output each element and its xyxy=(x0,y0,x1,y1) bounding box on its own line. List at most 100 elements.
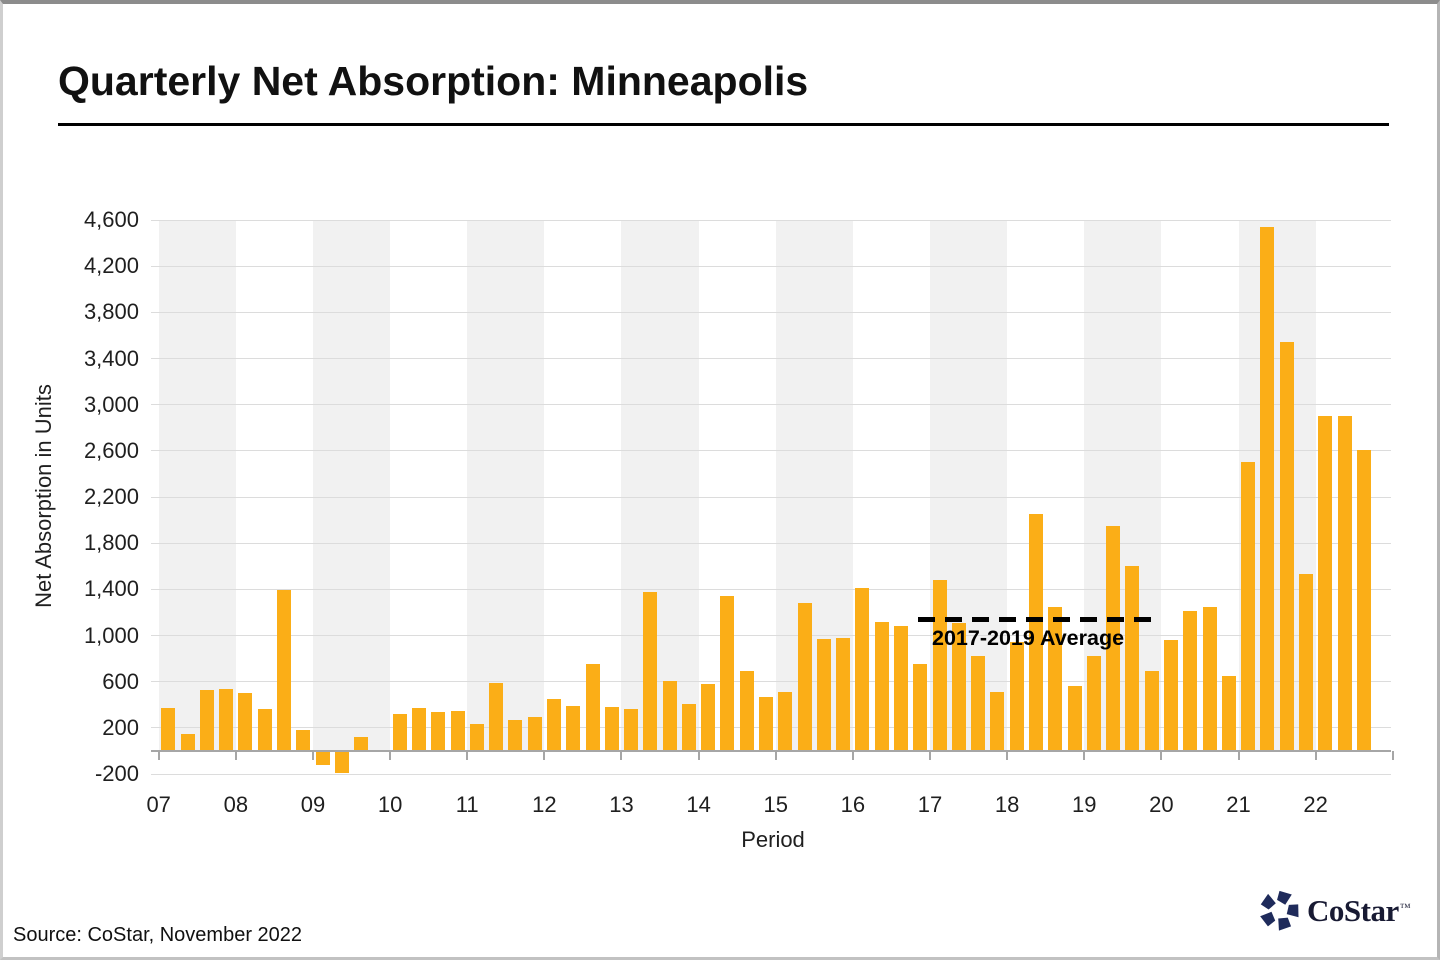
bar-07-Q4 xyxy=(219,688,234,751)
x-axis-title: Period xyxy=(741,827,805,852)
y-tick-label-3800: 3,800 xyxy=(83,299,139,325)
x-tick-label-12: 12 xyxy=(532,792,557,817)
gridline--200 xyxy=(151,773,1391,775)
x-axis-tick xyxy=(234,750,237,760)
x-axis-tick xyxy=(929,750,931,760)
gridline-1800 xyxy=(151,542,1391,544)
bar-16-Q3 xyxy=(894,626,909,751)
average-line-label: 2017-2019 Average xyxy=(932,626,1125,651)
x-tick-label-10: 10 xyxy=(377,792,403,817)
gridline-1000 xyxy=(151,635,1391,636)
x-tick-label-19: 19 xyxy=(1072,792,1097,817)
bar-15-Q2 xyxy=(797,603,812,751)
year-band-13 xyxy=(621,220,699,751)
x-tick-label-22: 22 xyxy=(1303,792,1328,817)
gridline-1400 xyxy=(151,588,1391,590)
y-tick-label-3400: 3,400 xyxy=(83,345,139,371)
bar-21-Q2 xyxy=(1260,226,1275,751)
costar-logo-text: CoStar™ xyxy=(1307,893,1411,929)
bar-10-Q4 xyxy=(450,710,465,751)
bar-12-Q3 xyxy=(585,664,600,751)
x-tick-label-09: 09 xyxy=(300,792,326,817)
costar-logo-wordmark: CoStar xyxy=(1307,892,1399,928)
x-axis-tick xyxy=(1160,750,1163,760)
bar-19-Q2 xyxy=(1106,525,1121,751)
bar-15-Q3 xyxy=(816,638,831,751)
bar-14-Q2 xyxy=(720,596,735,751)
x-axis-tick xyxy=(1237,750,1240,760)
costar-logo-icon xyxy=(1260,890,1299,931)
gridline-600 xyxy=(151,681,1391,683)
x-tick-label-08: 08 xyxy=(223,792,249,817)
x-axis-tick xyxy=(1083,750,1086,760)
bar-20-Q3 xyxy=(1202,606,1217,751)
average-line xyxy=(918,616,1152,622)
bar-12-Q2 xyxy=(566,705,581,751)
bar-22-Q2 xyxy=(1337,416,1352,751)
x-tick-label-21: 21 xyxy=(1226,792,1251,817)
bar-08-Q4 xyxy=(296,730,311,751)
bar-18-Q1 xyxy=(1009,642,1024,751)
x-axis-tick xyxy=(389,750,392,760)
trademark-symbol: ™ xyxy=(1399,901,1411,914)
bar-16-Q4 xyxy=(913,664,928,751)
x-axis-tick xyxy=(1314,750,1317,760)
bar-20-Q1 xyxy=(1163,640,1178,751)
x-axis-tick xyxy=(851,750,854,760)
y-tick-label--200: -200 xyxy=(94,761,139,786)
title-underline xyxy=(58,123,1389,126)
x-tick-label-15: 15 xyxy=(763,792,788,817)
bar-08-Q3 xyxy=(276,590,291,751)
bar-18-Q2 xyxy=(1029,514,1043,751)
bar-07-Q3 xyxy=(199,689,214,751)
x-tick-label-07: 07 xyxy=(146,792,171,817)
gridline-4600 xyxy=(151,219,1391,221)
x-axis-tick xyxy=(697,750,700,760)
bar-14-Q3 xyxy=(739,671,754,751)
bar-13-Q2 xyxy=(643,591,658,751)
costar-logo: CoStar™ xyxy=(1259,890,1411,931)
bar-20-Q2 xyxy=(1183,611,1198,751)
bar-14-Q1 xyxy=(701,683,716,751)
y-tick-label-1000: 1,000 xyxy=(83,622,139,648)
x-tick-label-18: 18 xyxy=(994,792,1020,817)
x-axis-tick xyxy=(311,750,314,760)
bar-12-Q4 xyxy=(604,707,619,751)
bar-19-Q3 xyxy=(1125,566,1140,751)
x-tick-label-14: 14 xyxy=(686,792,711,817)
y-tick-label-3000: 3,000 xyxy=(83,391,139,417)
bar-08-Q2 xyxy=(257,709,272,751)
x-axis-tick xyxy=(620,750,623,760)
bar-18-Q4 xyxy=(1067,686,1082,751)
gridline-3400 xyxy=(151,358,1391,359)
gridline-2600 xyxy=(151,450,1391,452)
year-band-11 xyxy=(467,220,545,751)
bar-14-Q4 xyxy=(759,696,774,751)
bar-21-Q4 xyxy=(1298,574,1313,751)
plot-area: 2017-2019 Average xyxy=(151,219,1394,775)
bar-07-Q2 xyxy=(180,733,195,751)
bar-13-Q3 xyxy=(662,680,677,751)
bar-22-Q3 xyxy=(1356,449,1371,751)
bar-17-Q4 xyxy=(990,692,1005,751)
bar-18-Q3 xyxy=(1048,606,1063,751)
y-tick-label-1800: 1,800 xyxy=(83,530,139,556)
x-axis-tick xyxy=(157,750,160,760)
year-band-07 xyxy=(158,220,236,751)
gridline-4200 xyxy=(151,265,1391,267)
bar-10-Q1 xyxy=(392,713,407,751)
bar-10-Q2 xyxy=(411,708,426,751)
x-axis-tick xyxy=(774,750,777,760)
bar-11-Q3 xyxy=(508,719,523,751)
bar-19-Q1 xyxy=(1086,656,1101,751)
bar-15-Q1 xyxy=(778,692,793,751)
bar-11-Q4 xyxy=(527,717,542,751)
bar-17-Q1 xyxy=(932,580,947,751)
x-axis-tick xyxy=(543,750,546,760)
y-tick-label-1400: 1,400 xyxy=(83,576,139,602)
bar-07-Q1 xyxy=(161,708,176,751)
bar-22-Q1 xyxy=(1318,416,1333,751)
x-axis-tick xyxy=(1391,750,1394,760)
x-tick-label-16: 16 xyxy=(840,792,866,817)
